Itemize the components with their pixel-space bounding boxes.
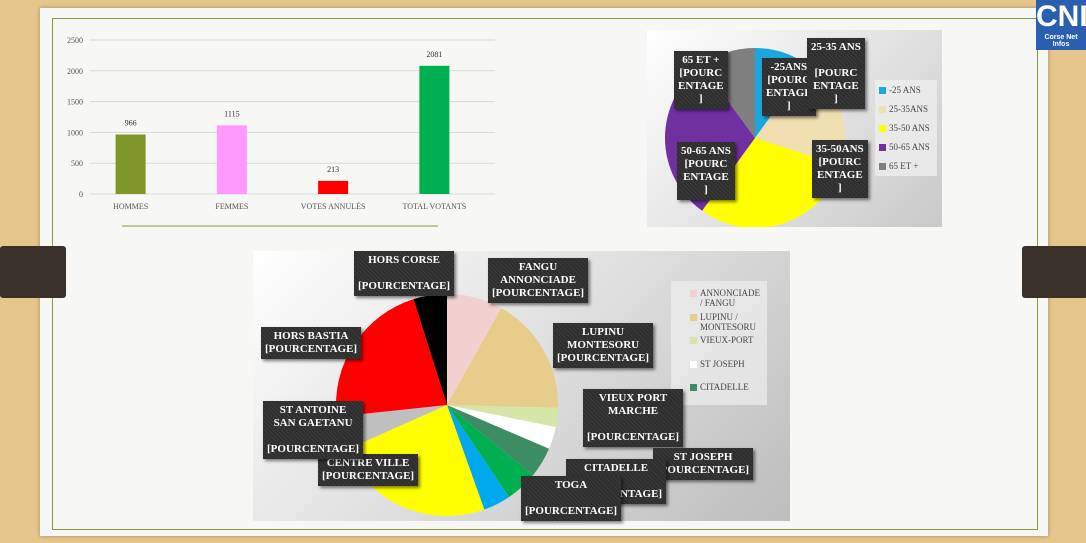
legend-item: 35-50 ANS bbox=[879, 123, 939, 133]
pie-slice bbox=[447, 405, 556, 449]
data-label: HORS BASTIA [POURCENTAGE] bbox=[261, 327, 362, 359]
pie-slice bbox=[447, 405, 558, 427]
data-label: TOGA [POURCENTAGE] bbox=[521, 476, 622, 521]
right-tab-decoration bbox=[1022, 246, 1086, 298]
pie-slice bbox=[447, 294, 502, 405]
logo-title: CNI bbox=[1036, 0, 1086, 33]
legend-swatch bbox=[690, 360, 697, 368]
pie-slice bbox=[702, 138, 841, 227]
y-tick-label: 0 bbox=[79, 190, 83, 199]
pie-slice bbox=[413, 294, 447, 405]
legend-swatch bbox=[690, 337, 697, 344]
data-label: HORS CORSE [POURCENTAGE] bbox=[354, 251, 455, 296]
legend-swatch bbox=[879, 163, 886, 170]
legend-label: LUPINU / MONTESORU bbox=[700, 311, 757, 332]
legend-item: ST JOSEPH bbox=[690, 359, 760, 369]
legend-item: 65 ET + bbox=[879, 161, 939, 171]
legend-swatch bbox=[690, 313, 697, 321]
bar bbox=[318, 180, 349, 194]
pie-slice bbox=[336, 299, 447, 417]
data-label: 2081 bbox=[426, 50, 442, 59]
legend-swatch bbox=[690, 384, 697, 391]
legend-item: -25 ANS bbox=[879, 85, 939, 95]
pie-slice bbox=[336, 405, 447, 451]
legend-label: 65 ET + bbox=[889, 161, 919, 171]
x-tick-label: HOMMES bbox=[113, 202, 148, 211]
pie-slice bbox=[447, 405, 550, 476]
zone-pie-chart: FANGU ANNONCIADE [POURCENTAGE] LUPINU MON… bbox=[253, 251, 790, 521]
bar bbox=[115, 134, 146, 194]
y-tick-label: 1500 bbox=[67, 98, 83, 107]
data-label: 35-50ANS [POURC ENTAGE ] bbox=[812, 140, 868, 198]
legend-item: VIEUX-PORT bbox=[690, 335, 760, 345]
legend-item: ANNONCIADE / FANGU bbox=[690, 288, 760, 308]
data-label: 213 bbox=[327, 165, 339, 174]
legend-swatch bbox=[879, 125, 886, 132]
legend-item: LUPINU / MONTESORU bbox=[690, 312, 760, 332]
y-tick-label: 2500 bbox=[67, 36, 83, 45]
pie-slice bbox=[447, 405, 509, 510]
cni-logo: CNI Corse Net Infos bbox=[1036, 0, 1086, 50]
age-pie-chart: -25ANS [POURC ENTAGE ] 25-35 ANS [POURC E… bbox=[647, 30, 942, 227]
pie-slice bbox=[447, 405, 533, 498]
logo-subtitle: Corse Net Infos bbox=[1044, 34, 1078, 48]
legend-swatch bbox=[879, 87, 886, 94]
data-label: 966 bbox=[125, 118, 137, 127]
pie-slice bbox=[447, 308, 558, 408]
data-label: VIEUX PORT MARCHE [POURCENTAGE] bbox=[583, 389, 684, 447]
legend-background bbox=[671, 281, 767, 405]
x-tick-label: FEMMES bbox=[215, 202, 248, 211]
data-label: ST ANTOINE SAN GAETANU [POURCENTAGE] bbox=[263, 401, 364, 459]
legend-item: CITADELLE bbox=[690, 382, 760, 392]
legend-label: ANNONCIADE / FANGU bbox=[700, 288, 760, 308]
legend-label: 50-65 ANS bbox=[889, 142, 930, 152]
data-label: FANGU ANNONCIADE [POURCENTAGE] bbox=[488, 258, 589, 303]
data-label: 25-35 ANS [POURC ENTAGE ] bbox=[807, 38, 865, 109]
bar bbox=[216, 125, 247, 194]
x-tick-label: TOTAL VOTANTS bbox=[403, 202, 467, 211]
legend-swatch bbox=[879, 144, 886, 151]
legend-label: ST JOSEPH bbox=[700, 358, 745, 369]
bar bbox=[419, 65, 450, 195]
data-label: 65 ET + [POURC ENTAGE ] bbox=[674, 51, 728, 109]
data-label: LUPINU MONTESORU [POURCENTAGE] bbox=[553, 323, 654, 368]
legend-label: 35-50 ANS bbox=[889, 123, 930, 133]
legend-label: -25 ANS bbox=[889, 85, 921, 95]
legend-label: VIEUX-PORT bbox=[700, 335, 754, 345]
data-label: -25ANS [POURC ENTAGE ] bbox=[762, 58, 816, 116]
legend-label: 25-35ANS bbox=[889, 104, 929, 114]
votes-bar-chart: 0 500 1000 1500 2000 2500 966 HOMMES 1115 FEMMES 2… bbox=[67, 36, 495, 227]
legend-item: 25-35ANS bbox=[879, 104, 939, 114]
y-tick-label: 500 bbox=[71, 159, 83, 168]
left-tab-decoration bbox=[0, 246, 66, 298]
y-tick-label: 2000 bbox=[67, 67, 83, 76]
data-label: 50-65 ANS [POURC ENTAGE ] bbox=[677, 142, 735, 200]
legend-label: CITADELLE bbox=[700, 382, 749, 392]
legend-swatch bbox=[690, 290, 697, 297]
y-tick-label: 1000 bbox=[67, 128, 83, 137]
data-label: CENTRE VILLE [POURCENTAGE] bbox=[318, 454, 419, 486]
legend-swatch bbox=[879, 106, 886, 113]
data-label: 1115 bbox=[224, 109, 239, 118]
x-tick-label: VOTES ANNULÉS bbox=[301, 201, 366, 211]
data-label: ST JOSEPH [POURCENTAGE] bbox=[653, 448, 754, 480]
legend-item: 50-65 ANS bbox=[879, 142, 939, 152]
